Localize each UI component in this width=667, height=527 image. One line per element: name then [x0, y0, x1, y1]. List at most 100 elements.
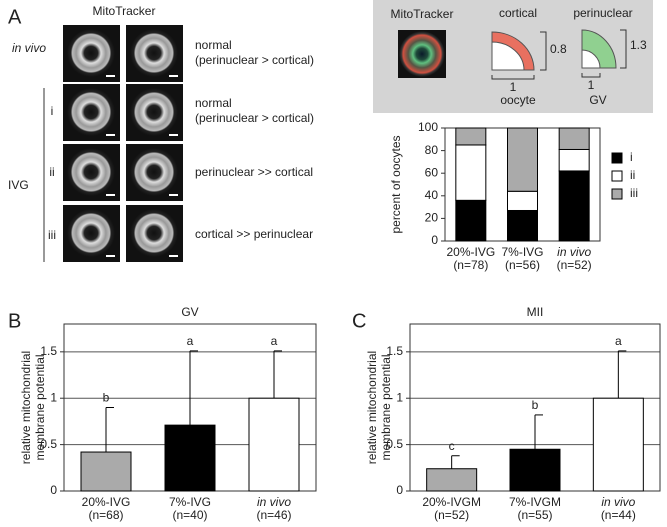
description: perinuclear >> cortical — [195, 165, 313, 179]
significance-label: a — [615, 334, 622, 348]
description: normal — [195, 96, 232, 110]
y-tick-label: 80 — [425, 143, 439, 157]
bar-segment — [507, 209, 538, 242]
cell — [67, 148, 115, 196]
peri-dims — [581, 29, 627, 78]
row-label: iii — [48, 228, 56, 242]
legend-swatch — [611, 188, 623, 200]
x-tick-label: in vivo — [257, 495, 291, 509]
cortical-inner — [491, 41, 525, 71]
x-tick-note: (n=52) — [557, 258, 592, 272]
y-tick-label: 0.5 — [386, 437, 403, 451]
row-label: i — [51, 104, 54, 118]
y-tick-label: 0 — [396, 483, 403, 497]
y-tick-label: 40 — [425, 188, 439, 202]
y-tick-label: 1 — [50, 390, 57, 404]
bar-segment — [558, 170, 590, 242]
ivg-label: IVG — [8, 178, 29, 192]
row-label: ii — [49, 165, 54, 179]
bar-segment — [558, 127, 590, 150]
description: cortical >> perinuclear — [195, 227, 313, 241]
significance-label: b — [532, 398, 539, 412]
y-axis-label: relative mitochondrial — [365, 351, 379, 464]
x-tick-note: (n=55) — [517, 508, 552, 522]
inset-label: GV — [589, 93, 606, 107]
bar — [426, 468, 478, 492]
bar — [164, 424, 216, 492]
bar-segment — [455, 199, 487, 242]
inset-cell — [399, 31, 445, 77]
x-tick-note: (n=46) — [256, 508, 291, 522]
y-tick-label: 100 — [418, 120, 438, 134]
legend-label: i — [630, 150, 633, 164]
micrographs — [63, 25, 183, 262]
bar — [509, 448, 561, 492]
inset-label: 1 — [588, 78, 595, 92]
x-tick-label: 20%-IVGM — [422, 495, 481, 509]
cell — [67, 29, 115, 77]
bar-segment — [507, 127, 538, 192]
cell — [67, 88, 115, 136]
legend-swatch — [611, 152, 623, 164]
micro-header: MitoTracker — [93, 4, 156, 18]
x-tick-label: 20%-IVG — [446, 245, 495, 259]
legend-label: iii — [630, 186, 638, 200]
cell — [130, 148, 178, 196]
inset-label: perinuclear — [573, 6, 632, 20]
y-tick-label: 1.5 — [386, 344, 403, 358]
panel-label: A — [8, 6, 22, 28]
description: (perinuclear > cortical) — [195, 111, 314, 125]
cell — [130, 88, 178, 136]
cell — [130, 209, 178, 257]
y-tick-label: 1 — [396, 390, 403, 404]
description: (perinuclear > cortical) — [195, 53, 314, 67]
x-tick-note: (n=78) — [453, 258, 488, 272]
x-tick-label: in vivo — [557, 245, 591, 259]
description: normal — [195, 38, 232, 52]
x-tick-note: (n=40) — [172, 508, 207, 522]
panel-label: B — [8, 310, 21, 332]
bar-segment — [455, 127, 487, 146]
bar — [248, 397, 300, 492]
inset-label: MitoTracker — [391, 7, 454, 21]
x-tick-note: (n=56) — [505, 258, 540, 272]
bar-segment — [507, 190, 538, 211]
x-tick-note: (n=52) — [434, 508, 469, 522]
chart-title: MII — [527, 305, 544, 319]
y-axis-label: membrane potential — [379, 354, 393, 460]
bar-segment — [558, 148, 590, 172]
y-tick-label: 20 — [425, 211, 439, 225]
legend-label: ii — [630, 168, 635, 182]
cortical-dims — [491, 31, 547, 80]
inset-label: cortical — [499, 6, 537, 20]
y-tick-label: 0 — [50, 483, 57, 497]
x-tick-note: (n=68) — [88, 508, 123, 522]
bar — [80, 451, 132, 492]
bar-segment — [455, 144, 487, 201]
inset-label: 1 — [510, 80, 517, 94]
inset-label: oocyte — [500, 93, 536, 107]
in-vivo-label: in vivo — [12, 41, 46, 55]
x-tick-label: 7%-IVG — [169, 495, 211, 509]
significance-label: c — [449, 439, 455, 453]
y-tick-label: 0.5 — [40, 437, 57, 451]
x-tick-label: 20%-IVG — [82, 495, 131, 509]
y-axis-label: membrane potential — [33, 354, 47, 460]
y-tick-label: 0 — [431, 233, 438, 247]
x-tick-label: 7%-IVG — [501, 245, 543, 259]
y-axis-label: percent of oocytes — [389, 135, 403, 233]
cell — [130, 29, 178, 77]
y-tick-label: 1.5 — [40, 344, 57, 358]
chart-title: GV — [181, 305, 198, 319]
x-tick-note: (n=44) — [601, 508, 636, 522]
cell — [67, 209, 115, 257]
significance-label: a — [187, 334, 194, 348]
inset-label: 0.8 — [550, 42, 567, 56]
significance-label: b — [103, 391, 110, 405]
x-tick-label: 7%-IVGM — [509, 495, 561, 509]
peri-inner — [581, 49, 601, 69]
inset-label: 1.3 — [630, 38, 647, 52]
bar — [592, 397, 644, 492]
significance-label: a — [271, 334, 278, 348]
